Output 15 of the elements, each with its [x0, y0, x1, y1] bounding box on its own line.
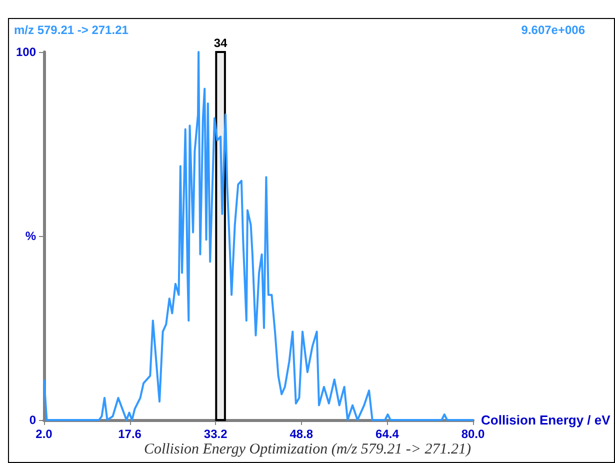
x-tick-label: 64.4 — [376, 427, 400, 441]
x-tick-label: 2.0 — [36, 427, 53, 441]
y-tick-label: % — [25, 229, 36, 243]
band-label: 34 — [214, 36, 228, 50]
y-tick-label: 0 — [29, 413, 36, 427]
x-tick-label: 48.8 — [290, 427, 314, 441]
x-tick-label: 33.2 — [204, 427, 228, 441]
text: m/z 579.21 -> 271.21 — [14, 23, 129, 37]
text: 9.607e+006 — [521, 23, 586, 37]
x-tick-label: 80.0 — [461, 427, 485, 441]
line-series — [43, 51, 474, 421]
x-axis-title: Collision Energy / eV — [481, 412, 611, 428]
y-tick-label: 100 — [16, 45, 36, 59]
x-tick-label: 17.6 — [118, 427, 142, 441]
text: Collision Energy Optimization (m/z 579.21 -> 271.21) — [144, 442, 472, 458]
